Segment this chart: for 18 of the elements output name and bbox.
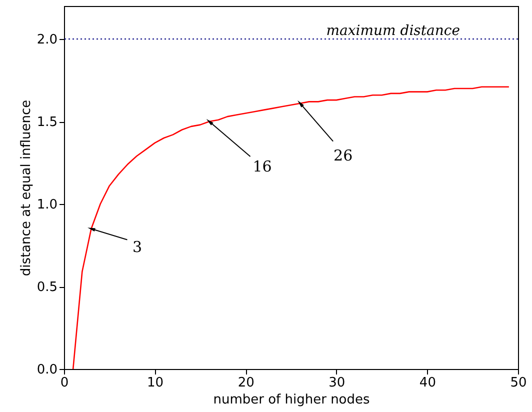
annotation: 16 <box>252 158 272 176</box>
x-tick-label: 20 <box>238 376 254 390</box>
x-tick-label: 50 <box>510 376 527 390</box>
x-tick-label: 40 <box>419 376 436 390</box>
y-tick-label: 2.0 <box>36 32 58 48</box>
x-axis-title: number of higher nodes <box>213 392 370 408</box>
x-tick-label: 30 <box>328 376 346 390</box>
x-tick-label: 10 <box>147 376 164 390</box>
y-tick-label: 1.5 <box>36 115 58 130</box>
annotation: 26 <box>334 146 353 164</box>
line-series <box>72 86 510 370</box>
y-tick-label: 0.5 <box>36 280 58 295</box>
annotation: 3 <box>132 238 142 256</box>
y-tick-label: 0.0 <box>36 362 58 378</box>
x-tick-label: 0 <box>60 376 69 390</box>
ref-line-label: maximum distance <box>326 23 460 39</box>
y-tick-label: 1.0 <box>36 198 58 212</box>
y-axis-title: distance at equal influence <box>18 100 34 276</box>
